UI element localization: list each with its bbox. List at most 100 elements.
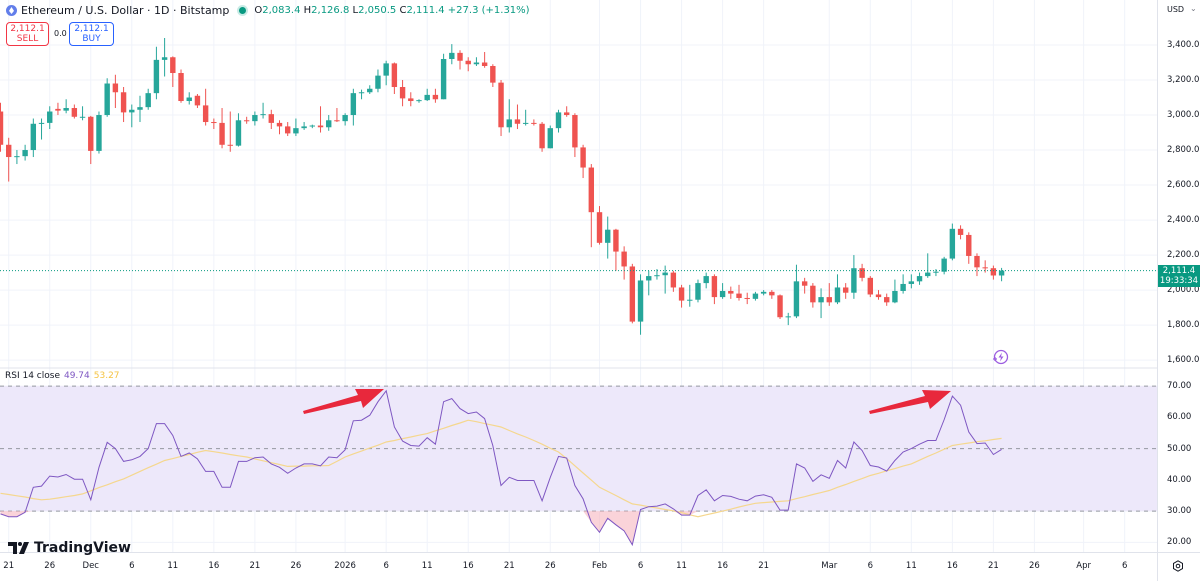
time-tick-label: 26 bbox=[1028, 561, 1040, 571]
candle bbox=[55, 102, 61, 116]
price-tick-label: 3,400.0 bbox=[1167, 39, 1200, 50]
candle bbox=[449, 44, 455, 65]
candle bbox=[506, 99, 512, 133]
candle bbox=[219, 108, 225, 149]
candle bbox=[96, 111, 102, 154]
candle bbox=[851, 255, 857, 299]
candle-body bbox=[145, 93, 151, 108]
time-tick-label: 11 bbox=[421, 561, 433, 571]
candle bbox=[440, 53, 447, 100]
rsi-pane bbox=[0, 385, 1157, 512]
chart-canvas[interactable] bbox=[0, 0, 1157, 552]
candle-body bbox=[235, 120, 242, 146]
candle-body bbox=[810, 285, 816, 303]
candle-body bbox=[605, 229, 611, 243]
market-status-icon[interactable] bbox=[239, 7, 247, 14]
rsi-tick-label: 60.00 bbox=[1167, 412, 1192, 423]
candle bbox=[342, 113, 348, 126]
candle-body bbox=[309, 125, 316, 127]
candle-body bbox=[120, 92, 127, 113]
candle-body bbox=[391, 63, 398, 88]
candle-body bbox=[449, 52, 455, 59]
candle-body bbox=[47, 111, 53, 123]
candle-body bbox=[613, 229, 619, 252]
candle bbox=[892, 279, 898, 304]
candle bbox=[900, 274, 906, 294]
candle-body bbox=[88, 116, 94, 151]
candle bbox=[202, 88, 209, 126]
candle-body bbox=[654, 275, 660, 277]
candle bbox=[457, 50, 463, 70]
candle-body bbox=[728, 290, 734, 294]
candle-body bbox=[531, 122, 537, 124]
candle bbox=[71, 104, 78, 119]
candle-body bbox=[908, 281, 915, 284]
price-tick-label: 3,000.0 bbox=[1167, 110, 1200, 121]
candle-body bbox=[178, 73, 184, 102]
time-tick-label: 6 bbox=[1121, 561, 1128, 571]
lightning-icon[interactable] bbox=[991, 349, 1009, 365]
annotation-arrow-1[interactable] bbox=[303, 389, 384, 414]
buy-button[interactable]: 2,112.1 BUY bbox=[69, 22, 114, 46]
price-change: +27.3 (+1.31%) bbox=[447, 5, 530, 16]
time-axis[interactable] bbox=[0, 552, 1200, 582]
price-tick-label: 2,200.0 bbox=[1167, 250, 1200, 261]
candle-body bbox=[317, 125, 324, 128]
candle bbox=[588, 164, 595, 248]
candle bbox=[859, 263, 865, 282]
candle bbox=[112, 74, 119, 109]
candle bbox=[884, 293, 890, 306]
candle-body bbox=[695, 283, 701, 300]
candle bbox=[695, 279, 701, 303]
candle-body bbox=[974, 255, 980, 268]
candle-body bbox=[326, 120, 332, 128]
candle-body bbox=[900, 283, 906, 291]
candle-body bbox=[752, 293, 759, 299]
candle bbox=[801, 277, 808, 294]
sell-button[interactable]: 2,112.1 SELL bbox=[6, 22, 49, 46]
symbol-title[interactable]: Ethereum / U.S. Dollar · 1D · Bitstamp bbox=[21, 4, 230, 17]
candle-body bbox=[424, 94, 430, 101]
candle-body bbox=[194, 95, 201, 106]
candle bbox=[186, 92, 192, 105]
time-tick-label: 21 bbox=[503, 561, 515, 571]
candle bbox=[974, 253, 980, 277]
candle-body bbox=[949, 228, 956, 259]
rsi-tick-label: 50.00 bbox=[1167, 443, 1192, 454]
candle-body bbox=[884, 297, 890, 303]
time-tick-label: 11 bbox=[676, 561, 687, 571]
candle bbox=[268, 109, 274, 130]
candle-body bbox=[801, 281, 808, 286]
rsi-tick-label: 20.00 bbox=[1167, 537, 1192, 548]
price-axis[interactable] bbox=[1157, 0, 1200, 581]
candle bbox=[572, 113, 578, 158]
candle bbox=[736, 284, 742, 301]
candle bbox=[0, 102, 4, 152]
rsi-legend[interactable]: RSI 14 close 49.74 53.27 bbox=[5, 371, 120, 381]
candle-body bbox=[506, 119, 512, 128]
candle bbox=[711, 274, 718, 305]
candle-body bbox=[22, 150, 28, 157]
candles bbox=[0, 37, 1005, 335]
annotation-arrow-2[interactable] bbox=[869, 390, 951, 414]
gear-icon[interactable] bbox=[1172, 560, 1184, 572]
candle bbox=[432, 88, 439, 103]
candle bbox=[129, 104, 135, 128]
candle-body bbox=[219, 122, 225, 145]
candle-body bbox=[350, 93, 357, 116]
candle bbox=[522, 109, 529, 126]
candle bbox=[145, 88, 151, 110]
chevron-down-icon[interactable]: ⌄ bbox=[1190, 4, 1197, 13]
candle-body bbox=[629, 266, 636, 322]
time-tick-label: 16 bbox=[208, 561, 220, 571]
candle-body bbox=[104, 83, 110, 116]
tradingview-logo[interactable]: TradingView bbox=[8, 540, 131, 556]
candle-body bbox=[769, 291, 775, 296]
time-tick-label: 26 bbox=[44, 561, 56, 571]
symbol-header[interactable]: Ethereum / U.S. Dollar · 1D · Bitstamp O… bbox=[6, 4, 530, 17]
candle-body bbox=[834, 287, 841, 303]
candle bbox=[375, 69, 381, 93]
candle bbox=[687, 284, 693, 307]
currency-selector[interactable]: USD bbox=[1167, 5, 1185, 14]
candle-body bbox=[202, 105, 209, 123]
